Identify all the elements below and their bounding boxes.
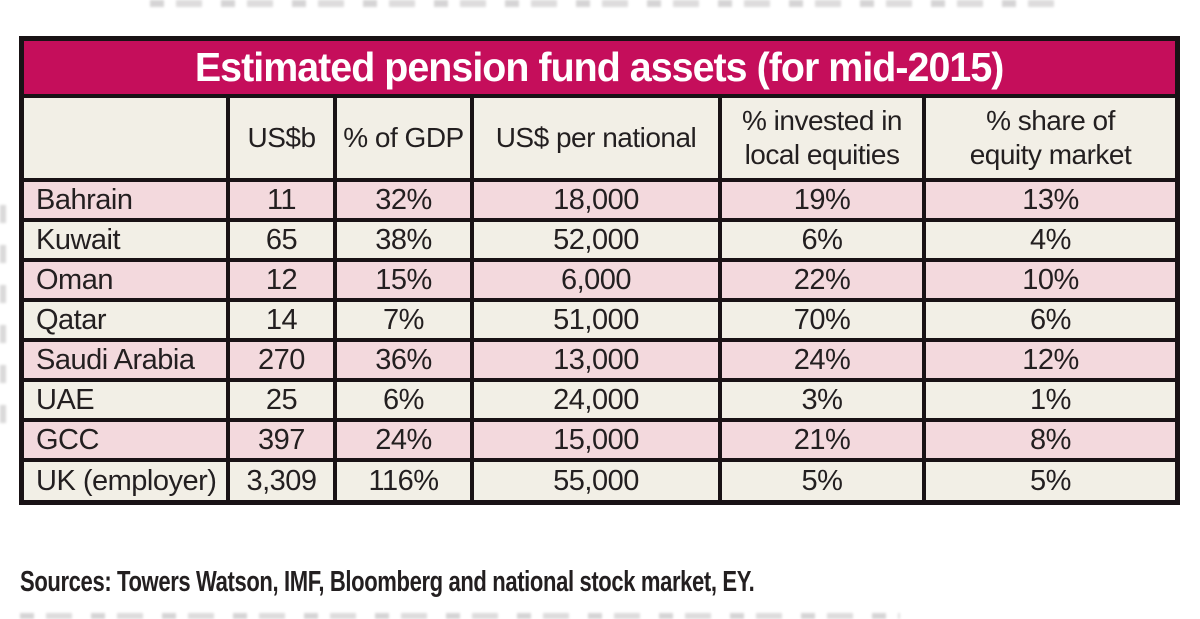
cell-pct-local-equities: 6% (718, 218, 926, 262)
cell-pct-gdp: 36% (333, 338, 474, 382)
cell-pct-equity-market: 1% (922, 378, 1175, 422)
cell-usd-per-national: 51,000 (470, 298, 722, 342)
cell-pct-equity-market: 12% (922, 338, 1175, 382)
cell-pct-gdp: 24% (333, 418, 474, 462)
cell-usd-b: 270 (226, 338, 337, 382)
table-row-qatar: Qatar 14 7% 51,000 70% 6% (24, 298, 1175, 342)
cell-pct-equity-market: 5% (922, 458, 1175, 500)
header-country (24, 98, 230, 182)
cell-usd-per-national: 52,000 (470, 218, 722, 262)
cell-pct-local-equities: 24% (718, 338, 926, 382)
cell-usd-b: 25 (226, 378, 337, 422)
cell-usd-per-national: 13,000 (470, 338, 722, 382)
cell-country: Oman (24, 258, 230, 302)
table-title: Estimated pension fund assets (for mid-2… (195, 44, 1005, 90)
header-pct-local-equities: % invested in local equities (718, 98, 926, 182)
cell-pct-equity-market: 10% (922, 258, 1175, 302)
pension-assets-table-frame: Estimated pension fund assets (for mid-2… (19, 36, 1180, 505)
cell-usd-per-national: 18,000 (470, 178, 722, 222)
cropped-text-artifact-bottom (20, 613, 900, 619)
table-row-oman: Oman 12 15% 6,000 22% 10% (24, 258, 1175, 302)
cell-usd-per-national: 55,000 (470, 458, 722, 500)
cell-pct-gdp: 38% (333, 218, 474, 262)
cell-pct-local-equities: 70% (718, 298, 926, 342)
table-row-uk-employer: UK (employer) 3,309 116% 55,000 5% 5% (24, 458, 1175, 500)
cell-pct-equity-market: 4% (922, 218, 1175, 262)
cell-pct-equity-market: 8% (922, 418, 1175, 462)
cell-pct-gdp: 116% (333, 458, 474, 500)
cell-country: GCC (24, 418, 230, 462)
pension-assets-table: US$b % of GDP US$ per national % investe… (24, 98, 1175, 500)
cell-country: Bahrain (24, 178, 230, 222)
cropped-text-artifact-left (0, 205, 6, 435)
cell-usd-per-national: 24,000 (470, 378, 722, 422)
header-pct-gdp: % of GDP (333, 98, 474, 182)
cell-pct-equity-market: 6% (922, 298, 1175, 342)
cell-usd-b: 12 (226, 258, 337, 302)
cell-usd-b: 11 (226, 178, 337, 222)
cell-pct-local-equities: 5% (718, 458, 926, 500)
cell-pct-gdp: 7% (333, 298, 474, 342)
table-row-uae: UAE 25 6% 24,000 3% 1% (24, 378, 1175, 422)
cell-usd-b: 3,309 (226, 458, 337, 500)
cell-pct-gdp: 6% (333, 378, 474, 422)
header-usd-b: US$b (226, 98, 337, 182)
cell-usd-per-national: 15,000 (470, 418, 722, 462)
cell-pct-local-equities: 22% (718, 258, 926, 302)
table-title-band: Estimated pension fund assets (for mid-2… (24, 41, 1175, 98)
cell-pct-local-equities: 3% (718, 378, 926, 422)
table-row-kuwait: Kuwait 65 38% 52,000 6% 4% (24, 218, 1175, 262)
header-row: US$b % of GDP US$ per national % investe… (24, 98, 1175, 182)
cell-usd-b: 65 (226, 218, 337, 262)
cell-pct-equity-market: 13% (922, 178, 1175, 222)
cell-pct-gdp: 32% (333, 178, 474, 222)
cell-country: Qatar (24, 298, 230, 342)
cropped-text-artifact-top (150, 0, 1060, 7)
table-row-saudi-arabia: Saudi Arabia 270 36% 13,000 24% 12% (24, 338, 1175, 382)
cell-usd-per-national: 6,000 (470, 258, 722, 302)
cell-usd-b: 14 (226, 298, 337, 342)
header-usd-per-national: US$ per national (470, 98, 722, 182)
cell-country: Kuwait (24, 218, 230, 262)
sources-line: Sources: Towers Watson, IMF, Bloomberg a… (20, 566, 755, 598)
cell-pct-local-equities: 19% (718, 178, 926, 222)
cell-pct-gdp: 15% (333, 258, 474, 302)
table-row-bahrain: Bahrain 11 32% 18,000 19% 13% (24, 178, 1175, 222)
cell-pct-local-equities: 21% (718, 418, 926, 462)
cell-country: Saudi Arabia (24, 338, 230, 382)
cell-country: UK (employer) (24, 458, 230, 500)
cell-usd-b: 397 (226, 418, 337, 462)
header-pct-equity-market: % share of equity market (922, 98, 1175, 182)
table-row-gcc: GCC 397 24% 15,000 21% 8% (24, 418, 1175, 462)
cell-country: UAE (24, 378, 230, 422)
